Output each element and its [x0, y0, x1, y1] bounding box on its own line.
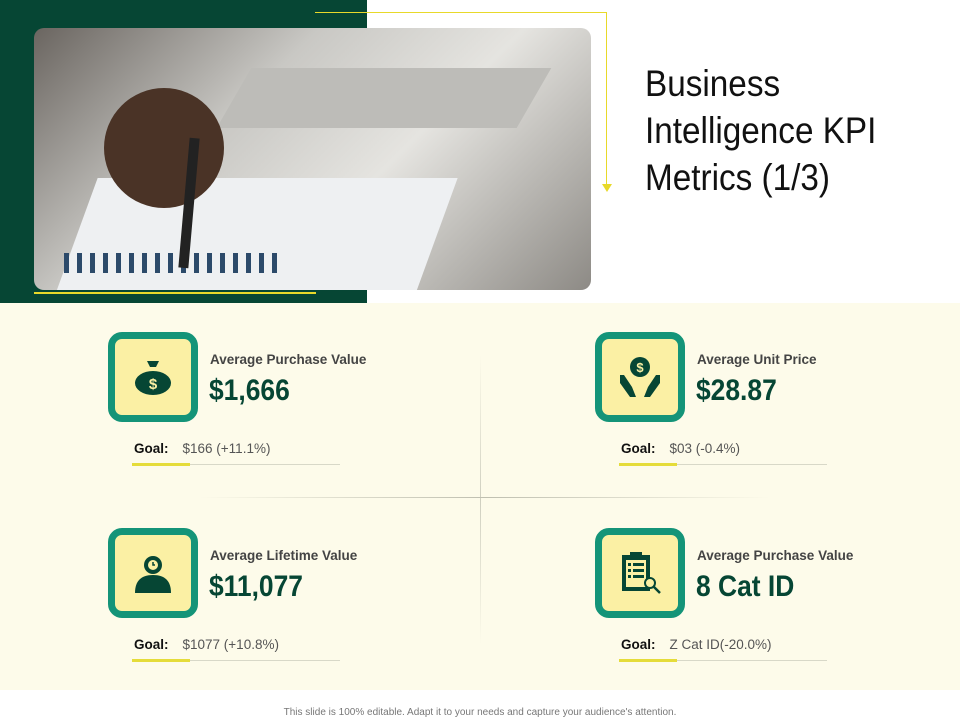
decorative-frame-line: [315, 12, 607, 188]
kpi-card: $ Average Unit Price $28.87 Goal: $03 (-0…: [595, 332, 925, 482]
vertical-divider: [480, 355, 481, 645]
goal-value: $166 (+11.1%): [182, 441, 271, 456]
svg-text:$: $: [636, 360, 644, 375]
goal-line: [132, 660, 340, 661]
hands-dollar-icon: $: [595, 332, 685, 422]
goal-line: [132, 464, 340, 465]
horizontal-divider: [200, 497, 770, 498]
person-clock-icon: [108, 528, 198, 618]
kpi-value: $1,666: [209, 374, 290, 407]
svg-text:$: $: [149, 376, 158, 393]
kpi-goal: Goal: $03 (-0.4%): [621, 441, 740, 456]
kpi-card: Average Lifetime Value $11,077 Goal: $107…: [108, 528, 438, 678]
goal-label: Goal:: [621, 637, 656, 652]
kpi-label: Average Purchase Value: [210, 352, 367, 367]
kpi-goal: Goal: $166 (+11.1%): [134, 441, 270, 456]
kpi-label: Average Purchase Value: [697, 548, 854, 563]
kpi-value: $11,077: [209, 570, 303, 603]
footer-note: This slide is 100% editable. Adapt it to…: [283, 707, 677, 718]
arrow-down-icon: [602, 184, 612, 192]
money-bag-icon: $: [108, 332, 198, 422]
goal-label: Goal:: [621, 441, 656, 456]
goal-accent: [619, 659, 677, 662]
kpi-goal: Goal: $1077 (+10.8%): [134, 637, 279, 652]
goal-accent: [132, 463, 190, 466]
clipboard-search-icon: [595, 528, 685, 618]
goal-line: [619, 660, 827, 661]
goal-accent: [132, 659, 190, 662]
goal-label: Goal:: [134, 637, 169, 652]
page-title: Business Intelligence KPI Metrics (1/3): [645, 63, 877, 198]
business-photo: [34, 28, 591, 290]
kpi-goal: Goal: Z Cat ID(-20.0%): [621, 637, 772, 652]
goal-accent: [619, 463, 677, 466]
goal-line: [619, 464, 827, 465]
decorative-line: [34, 292, 316, 294]
kpi-card: Average Purchase Value 8 Cat ID Goal: Z C…: [595, 528, 925, 678]
goal-value: $03 (-0.4%): [669, 441, 741, 456]
kpi-label: Average Lifetime Value: [210, 548, 358, 563]
goal-label: Goal:: [134, 441, 169, 456]
kpi-label: Average Unit Price: [697, 352, 817, 367]
kpi-value: 8 Cat ID: [696, 570, 795, 603]
kpi-card: $ Average Purchase Value $1,666 Goal: $16…: [108, 332, 438, 482]
kpi-value: $28.87: [696, 374, 777, 407]
goal-value: Z Cat ID(-20.0%): [669, 637, 772, 652]
goal-value: $1077 (+10.8%): [182, 637, 279, 652]
